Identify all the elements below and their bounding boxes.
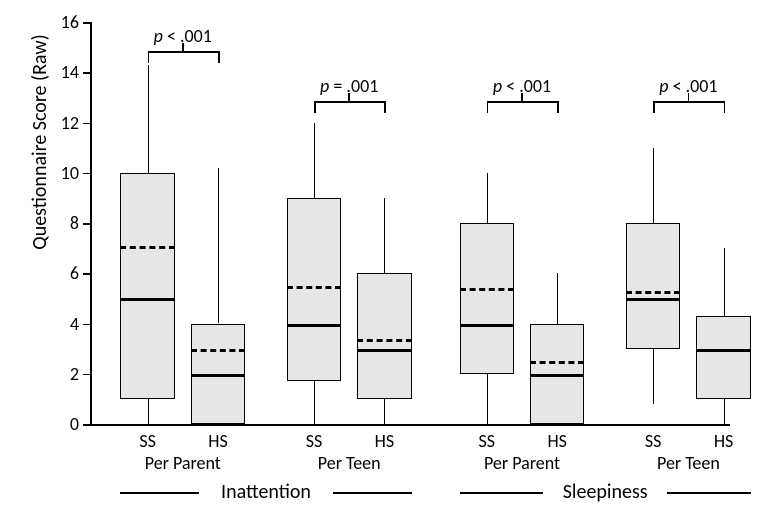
box [626, 223, 680, 349]
whisker-upper [724, 248, 725, 316]
box [696, 316, 750, 399]
section-line [460, 492, 544, 494]
whisker-lower [384, 399, 385, 424]
boxplot-chart: 0 2 4 6 8 10 12 14 16 Questionnaire Score (Raw) SS… [0, 0, 760, 527]
box [287, 198, 341, 381]
median-line [120, 298, 174, 301]
y-tick-label: 10 [61, 162, 79, 184]
y-tick [83, 374, 90, 376]
whisker-lower [653, 349, 654, 404]
mean-line [460, 288, 514, 291]
median-line [530, 374, 584, 377]
plot-area: 0 2 4 6 8 10 12 14 16 Questionnaire Score (Raw) SS… [0, 0, 760, 527]
mean-line [191, 349, 245, 352]
x-box-label: SS [479, 430, 496, 452]
y-axis [90, 22, 92, 424]
sig-bracket-tick [218, 51, 220, 63]
x-pair-label: Per Parent [145, 452, 221, 474]
y-tick-label: 0 [70, 413, 79, 435]
sig-bracket [653, 101, 723, 103]
median-line [287, 324, 341, 327]
mean-line [287, 286, 341, 289]
y-tick [83, 424, 90, 426]
y-tick-label: 4 [70, 313, 79, 335]
x-box-label: HS [714, 430, 734, 452]
y-tick [83, 173, 90, 175]
y-tick-label: 12 [61, 112, 79, 134]
sig-bracket-tick [384, 101, 386, 113]
y-tick [83, 324, 90, 326]
y-tick-label: 8 [70, 212, 79, 234]
sig-bracket-tick [557, 101, 559, 113]
x-box-label: SS [306, 430, 323, 452]
median-line [191, 374, 245, 377]
whisker-upper [487, 173, 488, 223]
y-tick-label: 14 [61, 61, 79, 83]
whisker-lower [487, 374, 488, 424]
x-box-label: HS [375, 430, 395, 452]
section-line [667, 492, 751, 494]
x-section-label: Sleepiness [563, 480, 648, 504]
x-section-label: Inattention [221, 480, 311, 504]
x-pair-label: Per Teen [318, 452, 381, 474]
y-tick-label: 6 [70, 262, 79, 284]
sig-bracket-stem [182, 43, 184, 51]
whisker-upper [148, 65, 149, 173]
y-tick-label: 2 [70, 363, 79, 385]
mean-line [696, 349, 750, 352]
y-tick [83, 273, 90, 275]
median-line [357, 349, 411, 352]
whisker-lower [314, 381, 315, 424]
section-line [333, 492, 411, 494]
median-line [460, 324, 514, 327]
whisker-lower [148, 399, 149, 424]
x-pair-label: Per Teen [657, 452, 720, 474]
sig-bracket [148, 51, 218, 53]
box [460, 223, 514, 374]
sig-bracket-tick [487, 101, 489, 113]
box [357, 273, 411, 399]
sig-bracket [314, 101, 384, 103]
whisker-upper [653, 148, 654, 223]
mean-line [626, 291, 680, 294]
x-box-label: SS [139, 430, 156, 452]
x-box-label: HS [208, 430, 228, 452]
sig-bracket-tick [148, 51, 150, 63]
whisker-lower [724, 399, 725, 424]
sig-bracket-stem [521, 93, 523, 101]
median-line [626, 298, 680, 301]
sig-bracket-stem [688, 93, 690, 101]
y-tick [83, 223, 90, 225]
x-axis [90, 424, 730, 426]
whisker-upper [384, 198, 385, 273]
sig-bracket-tick [314, 101, 316, 113]
y-tick [83, 72, 90, 74]
mean-line [120, 246, 174, 249]
y-axis-title: Questionnaire Score (Raw) [28, 0, 52, 343]
sig-bracket [487, 101, 557, 103]
mean-line [530, 361, 584, 364]
sig-bracket-stem [348, 93, 350, 101]
whisker-upper [218, 168, 219, 324]
y-tick-label: 16 [61, 11, 79, 33]
mean-line [357, 339, 411, 342]
x-box-label: SS [645, 430, 662, 452]
y-tick [83, 123, 90, 125]
y-tick [83, 22, 90, 24]
section-line [120, 492, 198, 494]
box [120, 173, 174, 399]
whisker-upper [314, 123, 315, 198]
sig-bracket-tick [724, 101, 726, 113]
x-pair-label: Per Parent [484, 452, 560, 474]
whisker-upper [557, 273, 558, 323]
x-box-label: HS [547, 430, 567, 452]
sig-bracket-tick [653, 101, 655, 113]
